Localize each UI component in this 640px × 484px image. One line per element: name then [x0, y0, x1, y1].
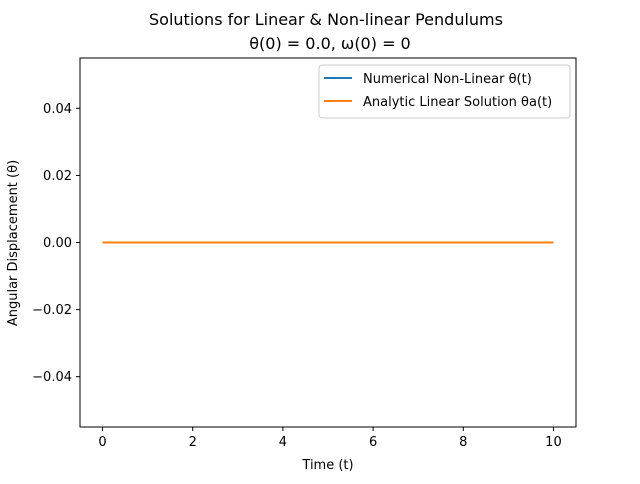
- y-tick-label: −0.02: [32, 303, 72, 318]
- y-tick-label: 0.04: [43, 102, 72, 117]
- x-tick-label: 10: [545, 435, 562, 450]
- x-axis-ticks: 0 2 4 6 8 10: [98, 427, 562, 450]
- legend-entry-label: Numerical Non-Linear θ(t): [363, 72, 532, 87]
- axes-frame: [79, 57, 577, 428]
- x-tick-label: 6: [369, 435, 377, 450]
- x-tick-label: 2: [189, 435, 197, 450]
- chart-subtitle: θ(0) = 0.0, ω(0) = 0: [249, 34, 410, 53]
- y-axis-ticks: −0.04 −0.02 0.00 0.02 0.04: [32, 102, 80, 385]
- y-tick-label: −0.04: [32, 370, 72, 385]
- y-tick-label: 0.02: [43, 169, 72, 184]
- x-axis-label: Time (t): [301, 458, 353, 473]
- legend-box: [318, 64, 571, 119]
- legend-entry-label: Analytic Linear Solution θa(t): [363, 95, 552, 110]
- x-tick-label: 0: [98, 435, 106, 450]
- x-tick-label: 4: [279, 435, 287, 450]
- x-tick-label: 8: [459, 435, 467, 450]
- chart-title: Solutions for Linear & Non-linear Pendul…: [149, 10, 503, 29]
- legend: Numerical Non-Linear θ(t) Analytic Linear…: [318, 64, 571, 119]
- y-axis-label: Angular Displacement (θ): [6, 160, 21, 326]
- y-tick-label: 0.00: [43, 236, 72, 251]
